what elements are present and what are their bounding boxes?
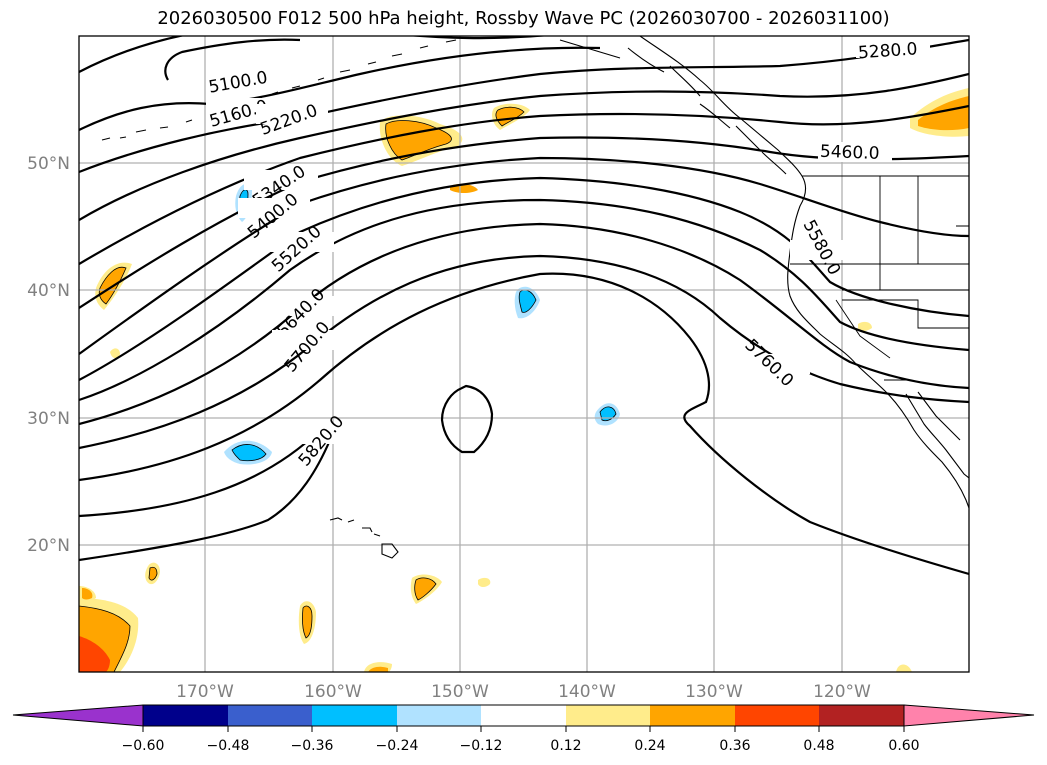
cb-tick-label: −0.36	[291, 738, 334, 754]
anomaly-patch	[414, 577, 436, 600]
lat-label: 40°N	[27, 281, 70, 301]
lat-label: 50°N	[27, 154, 70, 174]
cb-tick-label: −0.12	[460, 738, 503, 754]
anomaly-patch	[79, 636, 110, 672]
anomaly-outline	[148, 566, 158, 581]
colorbar-under-triangle	[12, 704, 144, 727]
label-bg	[286, 424, 358, 444]
map-frame	[78, 35, 970, 673]
lon-label: 170°W	[176, 682, 234, 702]
contour-line	[79, 254, 969, 450]
contour-line	[164, 38, 301, 81]
map-title: 2026030500 F012 500 hPa height, Rossby W…	[157, 8, 890, 29]
lat-label: 30°N	[27, 409, 70, 429]
lon-label: 130°W	[685, 682, 743, 702]
anomaly-patch	[82, 588, 93, 600]
coastline-baja	[905, 393, 969, 479]
cb-tick-label: 0.60	[888, 738, 919, 754]
label-bg	[244, 170, 318, 190]
anomaly-patch	[600, 406, 616, 421]
anomaly-outline	[231, 444, 267, 462]
label-bg	[738, 354, 810, 374]
border-states	[790, 176, 969, 381]
lon-label: 120°W	[813, 682, 871, 702]
anomaly-patch	[368, 666, 388, 672]
label-bg	[790, 240, 862, 260]
anomaly-outline	[414, 577, 437, 601]
anomaly-outline	[599, 406, 617, 422]
anomaly-patch	[918, 96, 969, 131]
anomaly-outline	[518, 289, 537, 313]
anomaly-outline	[495, 106, 525, 127]
label-bg	[266, 296, 338, 316]
contour-label-5460: 5460.0	[820, 142, 880, 164]
colorbar-ticks: −0.60 −0.48 −0.36 −0.24 −0.12 0.12 0.24 …	[122, 726, 920, 754]
colorbar-bin	[481, 705, 566, 726]
colorbar-outline	[142, 704, 905, 727]
anomaly-patch	[385, 120, 452, 160]
lat-label: 20°N	[27, 536, 70, 556]
contour-line	[79, 176, 969, 381]
contour-line	[79, 36, 551, 73]
contour-line	[79, 104, 969, 265]
longitude-labels: 170°W 160°W 150°W 140°W 130°W 120°W	[176, 682, 871, 702]
colorbar-bin	[397, 705, 481, 726]
cb-tick-label: 0.48	[803, 738, 834, 754]
cb-tick-label: 0.36	[719, 738, 750, 754]
lon-label: 140°W	[558, 682, 616, 702]
contour-line	[440, 384, 494, 454]
anomaly-outline	[302, 605, 313, 639]
cb-tick-label: 0.12	[550, 738, 581, 754]
anomaly-patch	[896, 664, 912, 672]
lon-label: 160°W	[304, 682, 362, 702]
anomaly-outline	[98, 266, 127, 305]
anomaly-patch	[495, 107, 524, 126]
cb-tick-label: 0.24	[634, 738, 665, 754]
colorbar-bin	[143, 705, 228, 726]
anomaly-patch	[519, 290, 536, 313]
anomaly-patch	[110, 348, 120, 359]
anomaly-outline	[79, 605, 131, 672]
colorbar-bin	[566, 705, 650, 726]
contour-line	[79, 156, 969, 355]
lon-label: 150°W	[431, 682, 489, 702]
anomaly-outline	[385, 120, 452, 161]
colorbar-bin	[312, 705, 397, 726]
anomaly-patch	[302, 606, 312, 638]
contour-line	[79, 198, 969, 402]
colorbar	[12, 704, 1035, 727]
label-bg	[262, 232, 334, 252]
contour-line	[79, 72, 969, 221]
label-bg	[856, 38, 930, 58]
cb-tick-label: −0.24	[376, 738, 419, 754]
contour-line	[79, 429, 321, 518]
contour-line	[79, 439, 332, 562]
colorbar-over-triangle	[903, 704, 1035, 727]
colorbar-bin	[819, 705, 904, 726]
anomaly-patch	[149, 567, 157, 581]
political-borders	[790, 175, 969, 381]
contour-line	[79, 222, 969, 426]
height-contours	[79, 36, 969, 576]
label-bg	[256, 104, 328, 124]
anomaly-patch	[232, 444, 266, 461]
colorbar-bin	[228, 705, 312, 726]
anomaly-patch	[858, 321, 872, 331]
contour-line	[79, 38, 969, 174]
colorbar-bin	[735, 705, 819, 726]
cb-tick-label: −0.60	[122, 738, 165, 754]
contour-line	[79, 272, 969, 576]
label-bg	[206, 70, 278, 90]
label-bg	[818, 142, 892, 162]
latitude-labels: 50°N 40°N 30°N 20°N	[27, 154, 70, 556]
contour-line	[79, 46, 601, 131]
colorbar-bin	[650, 705, 735, 726]
coastline-hawaii	[329, 517, 399, 559]
cb-tick-label: −0.48	[207, 738, 250, 754]
contour-label-5280: 5280.0	[857, 39, 918, 63]
label-bg	[272, 330, 344, 350]
label-bg	[238, 198, 310, 218]
anomaly-patch	[478, 577, 491, 587]
